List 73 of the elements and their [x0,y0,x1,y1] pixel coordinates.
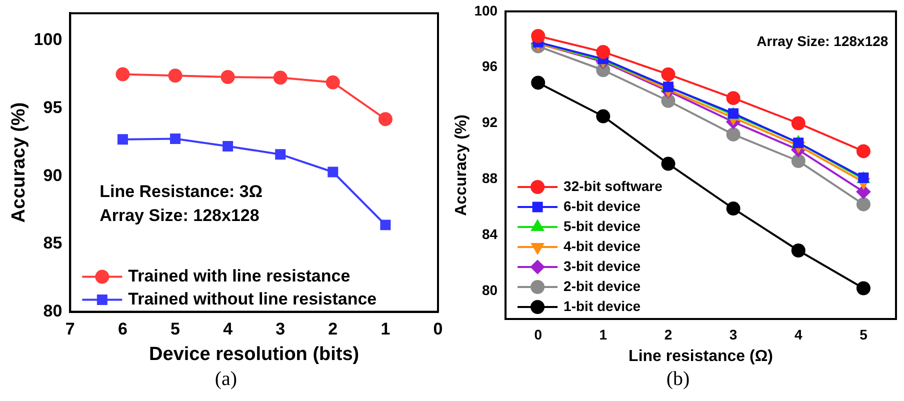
point [378,112,392,126]
point [661,67,676,82]
point [726,202,740,216]
point [222,140,234,152]
x-tick-label: 1 [380,320,390,339]
y-axis-title: Accuracy (%) [8,102,30,223]
legend-label: 4-bit device [564,238,641,254]
point [220,70,235,84]
point [380,220,391,230]
point [793,138,804,148]
point [856,197,870,212]
point [856,184,870,199]
y-tick-label: 100 [474,2,498,18]
annotation: Array Size: 128x128 [100,206,260,225]
annotation: Line Resistance: 3Ω [100,182,263,202]
x-tick-label: 2 [664,326,672,342]
y-tick-label: 85 [43,234,62,253]
x-tick-label: 4 [223,320,234,339]
legend-label: 32-bit software [564,178,663,194]
legend-label: 1-bit device [564,298,641,314]
x-tick-label: 6 [118,320,128,339]
legend-label: 2-bit device [564,278,641,294]
point [791,154,806,168]
y-tick-label: 80 [482,282,498,298]
x-tick-label: 1 [599,326,608,342]
point [726,91,740,106]
x-axis-title: Line resistance (Ω) [628,348,773,365]
x-tick-label: 0 [433,320,443,339]
point [116,67,130,82]
y-axis-title: Accuracy (%) [453,114,470,216]
point [726,127,740,142]
x-tick-label: 3 [276,320,286,339]
point [328,166,338,178]
y-tick-label: 88 [482,170,498,186]
x-tick-label: 2 [328,320,338,339]
point [117,134,128,145]
y-tick-label: 95 [43,98,62,117]
point [170,134,181,144]
text: (a) [214,368,238,391]
point [531,29,546,44]
x-axis-title: Device resolution (bits) [149,344,360,365]
x-tick-label: 5 [860,326,868,342]
x-tick-label: 0 [534,326,542,342]
legend-label: 3-bit device [564,258,641,274]
x-tick-label: 3 [729,326,738,342]
y-tick-label: 96 [482,58,498,74]
point [168,68,182,83]
x-tick-label: 5 [170,320,180,339]
legend-label: Trained with line resistance [128,266,350,286]
y-tick-label: 92 [482,114,498,130]
y-tick-label: 84 [482,226,498,242]
text: (b) [665,368,691,391]
point [273,70,288,85]
point [275,149,286,160]
point [596,44,610,59]
legend-label: 5-bit device [564,218,641,234]
y-tick-label: 80 [43,301,62,320]
legend-label: Trained without line resistance [128,289,377,308]
y-tick-label: 100 [34,30,62,50]
point [856,281,870,296]
point [661,156,676,171]
point [326,75,340,90]
point [663,82,674,92]
x-tick-label: 7 [65,320,75,339]
annotation: Array Size: 128x128 [756,33,888,50]
y-tick-label: 90 [43,166,62,185]
point [596,109,610,124]
point [791,116,806,130]
point [856,144,870,158]
legend-label: 6-bit device [564,198,641,214]
x-tick-label: 4 [794,326,802,342]
point [791,243,806,258]
point [531,76,546,90]
